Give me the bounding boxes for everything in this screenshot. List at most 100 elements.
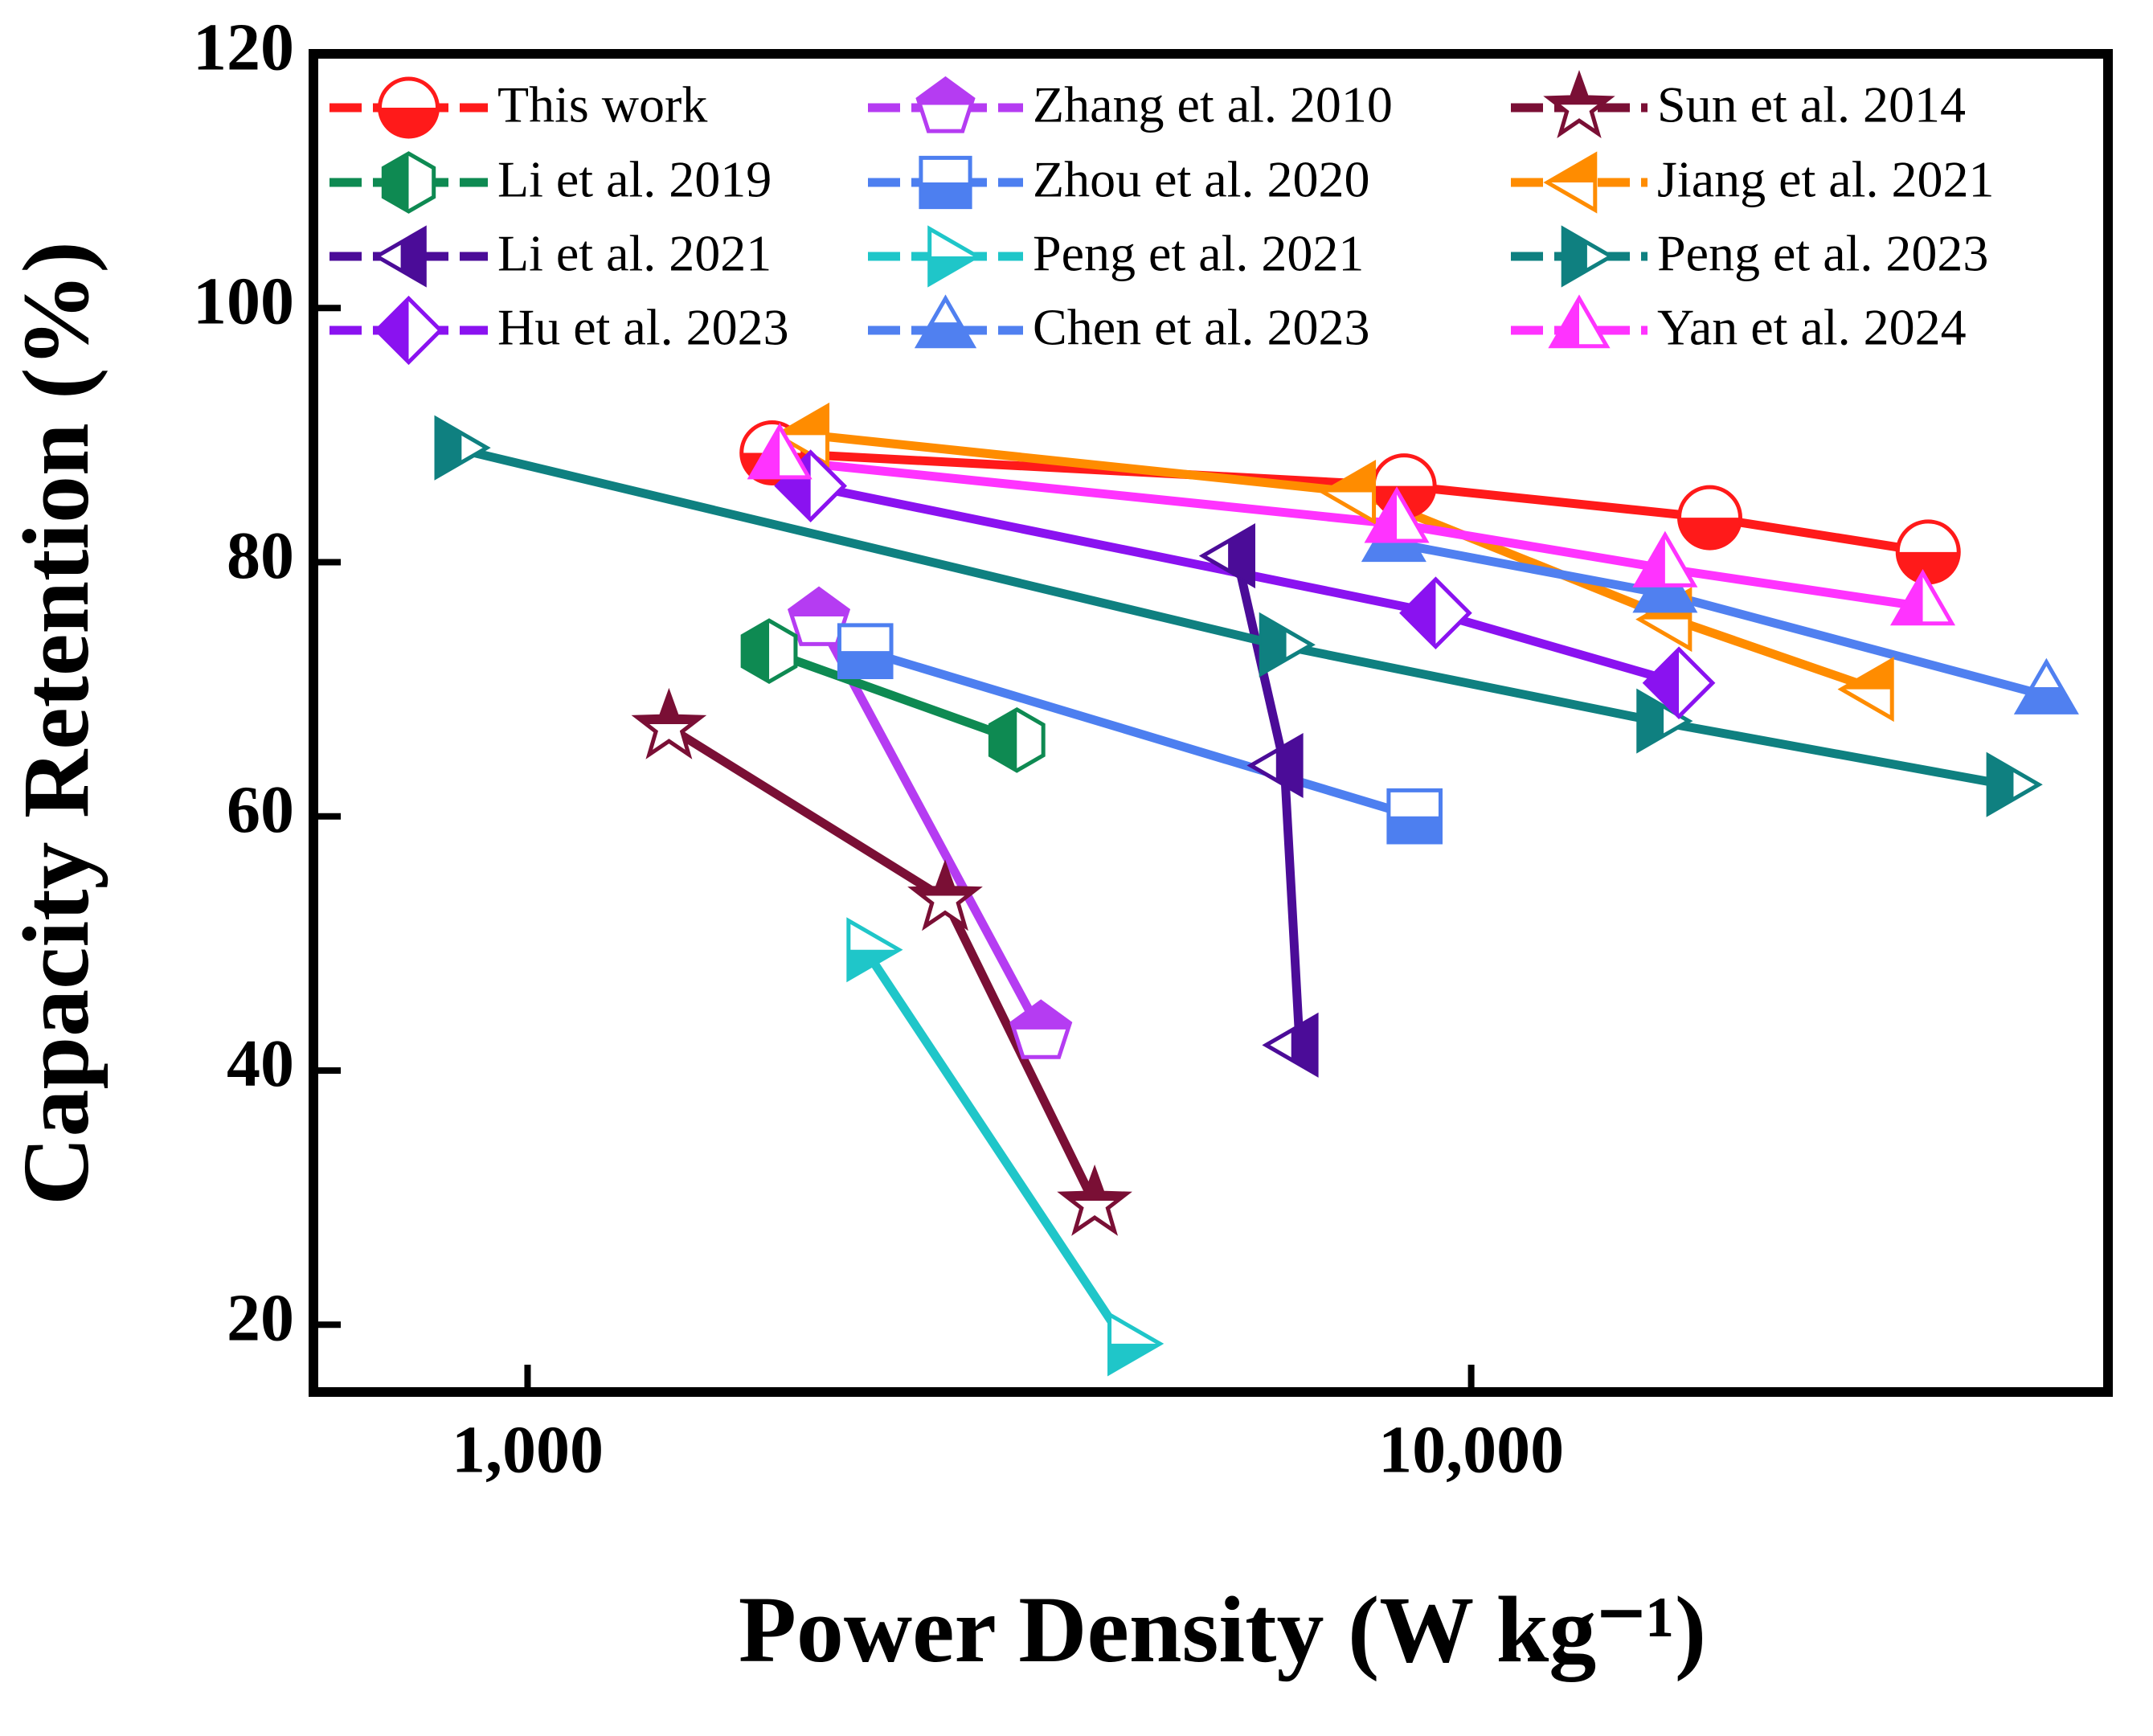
legend-label: Zhang et al. 2010 [1033,76,1393,133]
marker-half [1402,579,1436,647]
series-line [664,723,1099,1209]
legend-label: Jiang et al. 2021 [1657,151,1994,208]
legend-label: Peng et al. 2023 [1657,225,1988,282]
marker-half [1549,76,1610,105]
marker [1642,646,1716,720]
marker [631,687,707,760]
series-line [861,945,1131,1349]
legend-label: Hu et al. 2023 [497,299,789,356]
series-line [814,615,1046,1037]
marker [1319,459,1377,526]
legend-label: Peng et al. 2021 [1033,225,1364,282]
legend-label: Li et al. 2021 [497,225,772,282]
marker [381,151,436,214]
plot-frame [309,49,2113,1397]
y-tick-label: 120 [193,10,294,84]
marker-half [1388,816,1441,843]
marker [1837,657,1894,723]
marker-half [1291,1016,1317,1075]
marker-half [1275,736,1302,795]
marker [914,294,977,349]
marker-half [1679,518,1741,549]
marker [372,225,427,288]
marker [1399,576,1472,650]
marker [747,423,812,480]
marker-half [376,298,409,362]
marker [1636,688,1693,754]
marker [434,415,491,481]
marker-half [918,322,973,346]
marker [1107,1311,1165,1377]
plot-layer: 1,000 10,000 20 40 60 80 100 120 This work Zhang … [193,10,2079,1487]
marker-half [1635,585,1695,611]
marker-half [1062,1170,1127,1201]
marker [837,623,894,679]
marker-half [1261,616,1287,674]
legend-label: Yan et al. 2024 [1657,299,1967,356]
marker [787,586,851,646]
marker-half [920,182,971,207]
series-line [448,443,2010,789]
marker [377,76,440,139]
marker [1561,225,1615,288]
marker-half [918,79,973,105]
marker-half [1897,551,1959,583]
marker-half [636,694,702,725]
marker-half [2017,687,2076,713]
legend-label: Li et al. 2019 [497,151,772,208]
legend-label: Sun et al. 2014 [1657,76,1966,133]
marker [1543,151,1598,214]
marker [2013,657,2079,714]
marker-half [1988,755,2014,814]
x-tick-label: 1,000 [452,1412,604,1487]
y-axis-title: Capacity Retention (%) [3,241,108,1205]
x-tick-label: 10,000 [1378,1412,1564,1487]
legend-label: Zhou et al. 2020 [1033,151,1369,208]
series-line [764,646,1021,745]
marker-half [379,108,438,137]
marker [740,618,798,685]
marker-half [743,620,770,682]
marker [1259,612,1316,678]
marker [1543,69,1615,138]
marker-half [400,228,425,285]
marker-half [1638,691,1664,751]
legend-label: Chen et al. 2023 [1033,299,1369,356]
marker [988,706,1046,773]
marker-half [990,709,1017,771]
y-tick-label: 80 [227,518,294,593]
marker [1632,530,1698,588]
marker [915,76,976,133]
y-tick-label: 40 [227,1026,294,1101]
marker-half [383,154,409,211]
marker [1548,294,1611,349]
marker [1889,569,1956,626]
marker [919,155,972,210]
marker [927,225,982,288]
series-line [806,430,1880,694]
marker [1009,999,1073,1059]
y-tick-label: 100 [193,264,294,339]
marker-half [1841,660,1893,690]
marker-half [1563,228,1587,285]
series-line [767,448,1933,557]
marker [1895,519,1961,585]
marker [374,295,444,366]
marker [1986,751,2043,817]
y-tick-label: 20 [227,1280,294,1355]
marker [846,917,903,983]
legend-label: This work [497,76,707,133]
marker-half [839,651,892,678]
series-line [861,646,1419,821]
series-line [775,456,1927,612]
marker-half [436,418,462,477]
marker [1677,485,1743,551]
marker-half [1645,649,1680,717]
marker-half [913,865,977,896]
x-axis-title: Power Density (W kg⁻¹) [739,1577,1706,1682]
marker [1386,788,1443,845]
marker [907,859,983,931]
marker [1198,523,1255,589]
